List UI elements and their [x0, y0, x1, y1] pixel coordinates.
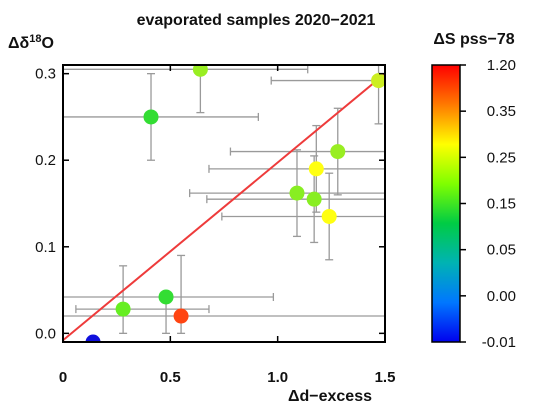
data-point-11 — [321, 208, 337, 224]
y-axis-title: Δδ18O — [8, 33, 54, 52]
colorbar: 1.20 0.35 0.25 0.15 0.05 0.00 -0.01 — [431, 57, 516, 351]
colorbar-label-2: 0.25 — [487, 149, 516, 166]
colorbar-label-1: 0.35 — [487, 103, 516, 120]
colorbar-label-4: 0.05 — [487, 242, 516, 259]
data-point-6 — [371, 73, 385, 89]
data-point-3 — [173, 308, 189, 324]
data-point-9 — [289, 185, 305, 201]
data-point-4 — [143, 109, 159, 125]
y-tick-label-0: 0.0 — [35, 325, 56, 342]
y-axis-title-prefix: Δδ — [8, 35, 30, 52]
x-tick-label-1: 0.5 — [160, 369, 181, 386]
data-points — [85, 65, 385, 342]
data-point-0 — [85, 334, 101, 342]
y-tick-label-2: 0.2 — [35, 152, 56, 169]
plot-area: 0 0.5 1.0 1.5 0.0 0.1 0.2 0.3 — [35, 64, 396, 386]
colorbar-label-3: 0.15 — [487, 196, 516, 213]
y-tick-label-1: 0.1 — [35, 239, 56, 256]
x-axis-title: Δd−excess — [288, 388, 372, 405]
plot-frame — [62, 64, 386, 343]
data-point-5 — [192, 65, 208, 77]
regression-line — [63, 72, 385, 342]
colorbar-bar — [431, 64, 461, 343]
data-point-10 — [306, 191, 322, 207]
data-point-8 — [308, 161, 324, 177]
colorbar-label-6: -0.01 — [482, 334, 516, 351]
data-point-2 — [158, 289, 174, 305]
x-tick-label-0: 0 — [59, 369, 67, 386]
x-tick-label-3: 1.5 — [375, 369, 396, 386]
chart-title: evaporated samples 2020−2021 — [137, 12, 376, 29]
y-tick-label-3: 0.3 — [35, 66, 56, 83]
colorbar-label-0: 1.20 — [487, 57, 516, 74]
y-axis-title-suffix: O — [41, 35, 53, 52]
x-tick-label-2: 1.0 — [267, 369, 288, 386]
colorbar-label-5: 0.00 — [487, 288, 516, 305]
colorbar-title: ΔS pss−78 — [433, 31, 514, 48]
data-point-1 — [115, 301, 131, 317]
data-point-7 — [330, 144, 346, 160]
y-axis-title-sup: 18 — [29, 33, 41, 45]
